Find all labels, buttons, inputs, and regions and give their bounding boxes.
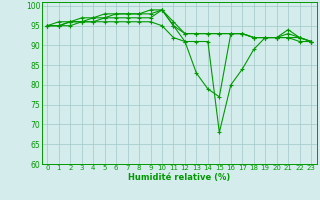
X-axis label: Humidité relative (%): Humidité relative (%) [128, 173, 230, 182]
